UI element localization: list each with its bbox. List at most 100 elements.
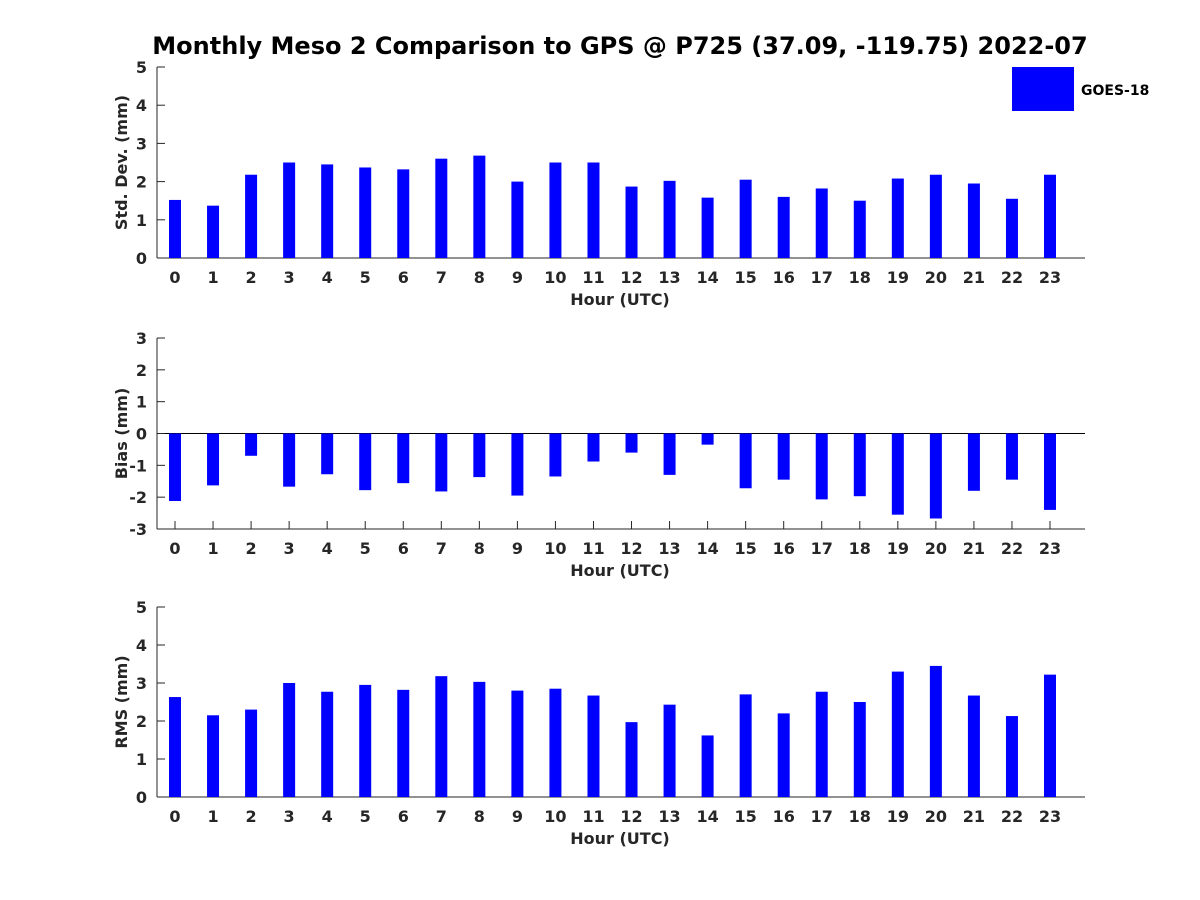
x-tick-label: 4 [322,807,333,826]
x-tick-label: 23 [1039,268,1061,287]
bar-hour-10 [549,162,562,258]
x-tick-label: 0 [169,539,180,558]
x-tick-label: 9 [512,268,523,287]
x-axis-label: Hour (UTC) [570,561,670,580]
bar-hour-7 [435,676,448,797]
y-tick-label: 0 [136,249,147,268]
x-tick-label: 11 [582,539,604,558]
y-tick-label: -2 [129,488,147,507]
bar-hour-18 [853,433,866,497]
chart-title: Monthly Meso 2 Comparison to GPS @ P725 … [152,32,1087,60]
x-tick-label: 7 [436,268,447,287]
bar-hour-16 [777,196,790,258]
x-tick-label: 6 [398,268,409,287]
x-tick-label: 18 [849,807,871,826]
x-tick-label: 21 [963,539,985,558]
x-tick-label: 9 [512,539,523,558]
bar-hour-9 [511,690,524,797]
x-tick-label: 2 [246,807,257,826]
x-tick-label: 14 [696,807,718,826]
x-tick-label: 11 [582,268,604,287]
x-tick-label: 0 [169,268,180,287]
bar-hour-14 [701,197,714,258]
y-tick-label: 2 [136,361,147,380]
x-tick-label: 17 [811,807,833,826]
x-tick-label: 1 [207,807,218,826]
bar-hour-2 [245,174,258,258]
y-tick-label: 5 [136,58,147,77]
x-tick-label: 20 [925,539,947,558]
x-tick-label: 8 [474,268,485,287]
x-tick-label: 16 [773,539,795,558]
x-tick-label: 12 [620,539,642,558]
bar-hour-1 [207,433,220,486]
bar-hour-20 [929,665,942,797]
x-tick-label: 7 [436,539,447,558]
bar-hour-14 [701,735,714,797]
x-tick-label: 22 [1001,807,1023,826]
x-tick-label: 17 [811,268,833,287]
y-tick-label: 5 [136,598,147,617]
bar-hour-21 [967,183,980,258]
bar-hour-19 [891,433,904,515]
x-tick-label: 20 [925,807,947,826]
x-tick-label: 2 [246,539,257,558]
bar-hour-23 [1044,674,1056,797]
bar-hour-18 [853,200,866,258]
bar-hour-8 [473,433,486,478]
y-tick-label: 3 [136,674,147,693]
bar-hour-13 [663,180,676,258]
bar-hour-5 [359,433,372,491]
x-tick-label: 3 [284,268,295,287]
bar-hour-3 [283,162,296,258]
x-tick-label: 10 [544,268,566,287]
x-tick-label: 5 [360,268,371,287]
bar-hour-5 [359,167,372,258]
x-tick-label: 22 [1001,268,1023,287]
x-tick-label: 10 [544,539,566,558]
y-tick-label: 3 [136,329,147,348]
bar-hour-6 [397,169,410,258]
x-tick-label: 19 [887,268,909,287]
bar-hour-23 [1044,174,1056,258]
bar-hour-16 [777,433,790,480]
bar-hour-15 [739,433,752,489]
bar-hour-11 [587,695,600,797]
bar-hour-0 [169,697,181,797]
bar-hour-7 [435,158,448,258]
bar-hour-3 [283,683,296,797]
x-tick-label: 15 [735,807,757,826]
x-tick-label: 18 [849,539,871,558]
bar-hour-22 [1005,433,1018,480]
bar-hour-13 [663,704,676,797]
x-tick-label: 19 [887,807,909,826]
y-axis-label: Bias (mm) [112,388,131,480]
y-axis-label: RMS (mm) [112,655,131,748]
x-tick-label: 14 [696,268,718,287]
bar-hour-12 [625,186,638,258]
bar-hour-8 [473,681,486,797]
x-tick-label: 10 [544,807,566,826]
bar-hour-17 [815,691,828,797]
bar-hour-12 [625,722,638,797]
bar-hour-20 [929,433,942,519]
x-tick-label: 9 [512,807,523,826]
bar-hour-1 [207,205,220,258]
bar-hour-10 [549,433,562,477]
y-axis-label: Std. Dev. (mm) [112,95,131,230]
x-tick-label: 13 [658,807,680,826]
x-axis-label: Hour (UTC) [570,290,670,309]
bar-hour-21 [967,433,980,491]
bar-hour-2 [245,433,258,456]
bar-hour-19 [891,671,904,797]
x-tick-label: 13 [658,268,680,287]
bar-hour-13 [663,433,676,475]
bar-hour-14 [701,433,714,445]
legend-label: GOES-18 [1081,83,1149,99]
x-tick-label: 23 [1039,807,1061,826]
legend: GOES-18 [1012,67,1149,111]
x-tick-label: 0 [169,807,180,826]
x-tick-label: 1 [207,539,218,558]
